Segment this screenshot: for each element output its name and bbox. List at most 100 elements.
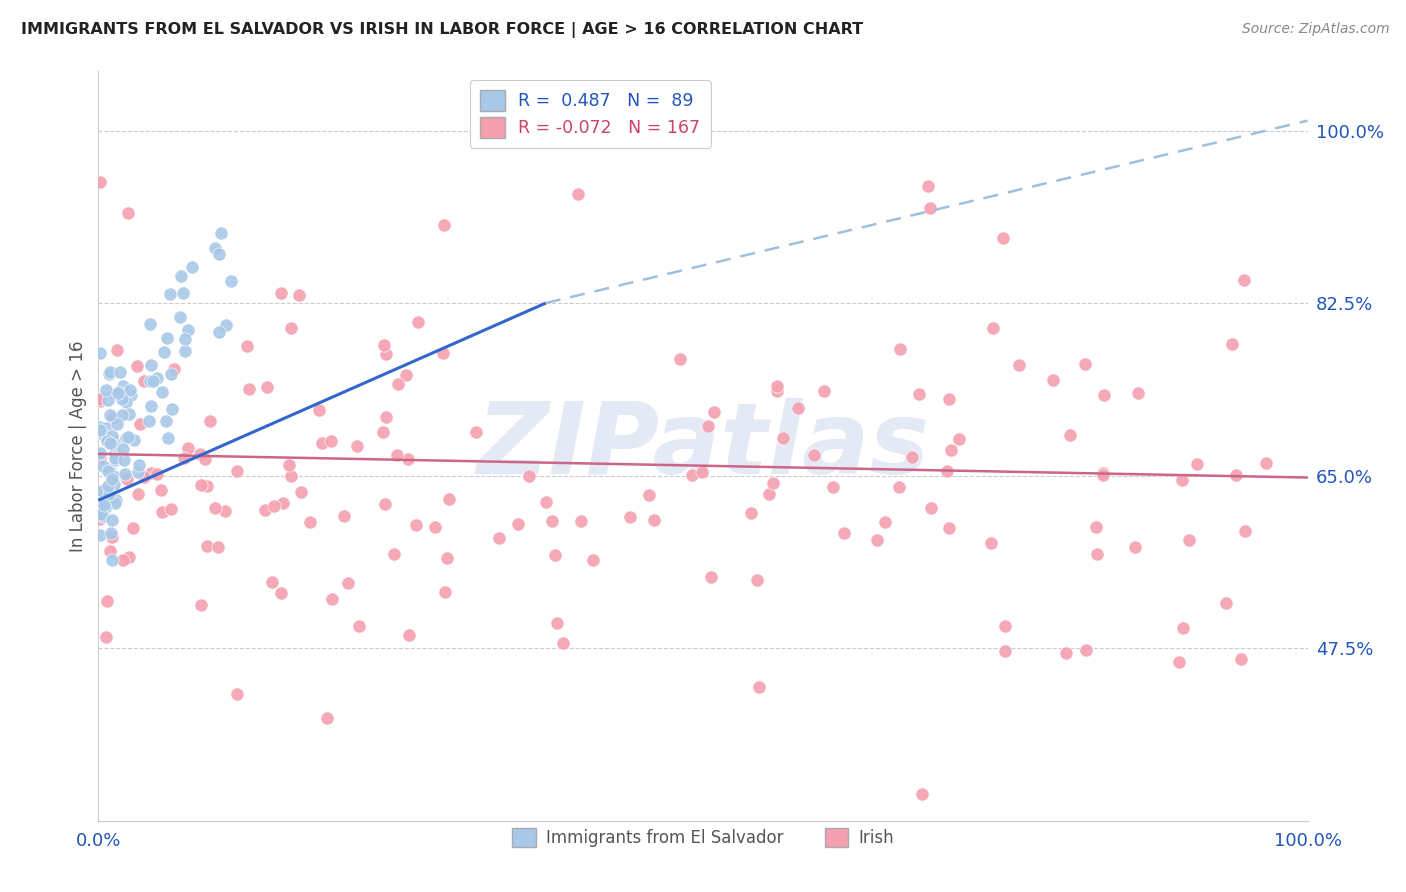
Point	[89, 450, 111, 465]
Point	[139, 374, 162, 388]
Point	[253, 502, 276, 516]
Point	[1054, 646, 1077, 660]
Point	[120, 388, 142, 402]
Point	[89, 512, 111, 526]
Point	[89, 507, 111, 521]
Point	[346, 439, 368, 453]
Point	[226, 687, 249, 701]
Point	[766, 379, 789, 393]
Point	[981, 321, 1004, 335]
Point	[488, 532, 510, 546]
Point	[93, 458, 115, 473]
Point	[128, 458, 150, 472]
Point	[406, 315, 429, 329]
Point	[1126, 386, 1149, 401]
Point	[89, 419, 111, 434]
Point	[395, 368, 418, 383]
Point	[887, 480, 910, 494]
Point	[169, 310, 191, 325]
Point	[544, 548, 567, 562]
Point	[93, 509, 115, 524]
Point	[433, 585, 456, 599]
Point	[1187, 458, 1209, 472]
Point	[208, 326, 231, 340]
Point	[98, 436, 121, 450]
Point	[337, 575, 360, 590]
Point	[935, 464, 957, 478]
Point	[1225, 467, 1247, 482]
Point	[373, 338, 395, 352]
Point	[1215, 596, 1237, 610]
Point	[991, 231, 1014, 245]
Point	[980, 536, 1002, 550]
Point	[190, 478, 212, 492]
Point	[396, 451, 419, 466]
Point	[546, 615, 568, 630]
Point	[541, 514, 564, 528]
Point	[1229, 652, 1251, 666]
Point	[115, 395, 138, 409]
Point	[204, 501, 226, 516]
Point	[1084, 520, 1107, 534]
Point	[89, 496, 111, 510]
Point	[103, 476, 125, 491]
Point	[740, 506, 762, 520]
Point	[374, 410, 396, 425]
Point	[803, 449, 825, 463]
Point	[1085, 547, 1108, 561]
Point	[425, 520, 447, 534]
Point	[115, 432, 138, 446]
Point	[911, 787, 934, 801]
Point	[111, 408, 134, 422]
Point	[139, 399, 162, 413]
Point	[214, 504, 236, 518]
Point	[1008, 358, 1031, 372]
Point	[209, 226, 232, 240]
Point	[107, 384, 129, 399]
Point	[918, 201, 941, 215]
Point	[941, 442, 963, 457]
Point	[91, 508, 114, 523]
Point	[270, 586, 292, 600]
Point	[101, 530, 124, 544]
Point	[1220, 337, 1243, 351]
Point	[110, 365, 132, 379]
Point	[105, 343, 128, 357]
Point	[98, 365, 121, 379]
Point	[159, 286, 181, 301]
Point	[1254, 456, 1277, 470]
Point	[256, 380, 278, 394]
Point	[98, 408, 121, 422]
Point	[176, 323, 198, 337]
Point	[280, 321, 302, 335]
Y-axis label: In Labor Force | Age > 16: In Labor Force | Age > 16	[69, 340, 87, 552]
Point	[127, 465, 149, 479]
Point	[152, 345, 174, 359]
Point	[747, 574, 769, 588]
Point	[160, 502, 183, 516]
Point	[100, 553, 122, 567]
Point	[387, 377, 409, 392]
Point	[139, 466, 162, 480]
Point	[235, 339, 257, 353]
Point	[98, 544, 121, 558]
Point	[1178, 533, 1201, 548]
Point	[374, 347, 396, 361]
Point	[700, 569, 723, 583]
Point	[1074, 643, 1097, 657]
Point	[170, 269, 193, 284]
Point	[262, 575, 284, 590]
Point	[101, 469, 124, 483]
Text: ZIPatlas: ZIPatlas	[477, 398, 929, 494]
Point	[1074, 357, 1097, 371]
Point	[117, 206, 139, 220]
Point	[938, 521, 960, 535]
Point	[190, 446, 212, 460]
Point	[748, 680, 770, 694]
Point	[1234, 524, 1257, 538]
Point	[534, 495, 557, 509]
Point	[96, 383, 118, 397]
Point	[145, 371, 167, 385]
Point	[321, 592, 343, 607]
Point	[173, 332, 195, 346]
